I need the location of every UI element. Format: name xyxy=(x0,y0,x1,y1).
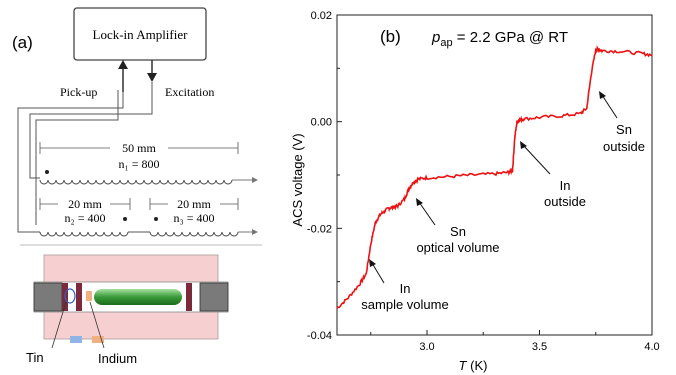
indium-marker xyxy=(86,291,92,301)
tin-label: Tin xyxy=(26,350,44,365)
indium-pointer xyxy=(89,301,105,349)
coil-3-length: 20 mm xyxy=(177,197,211,211)
coil-2-turns: n₂ = 400 xyxy=(65,211,106,225)
pickup-coil-3: 20 mm n₃ = 400 xyxy=(149,197,258,237)
indium-label: Indium xyxy=(98,351,137,366)
y-tick-label: -0.04 xyxy=(307,330,332,342)
x-axis-label: T (K) xyxy=(459,358,488,373)
panel-a-label: (a) xyxy=(12,33,33,52)
y-tick-label: 0.02 xyxy=(311,10,332,22)
svg-text:optical volume: optical volume xyxy=(416,240,499,255)
y-axis-label: ACS voltage (V) xyxy=(290,133,305,226)
right-gasket xyxy=(186,283,192,311)
svg-text:Sn: Sn xyxy=(450,224,466,239)
optical-window xyxy=(64,288,76,304)
pickup-arrow xyxy=(118,60,128,92)
coil-1-turns: n₁ = 800 xyxy=(119,157,160,171)
lockin-amplifier-label: Lock-in Amplifier xyxy=(93,27,189,42)
svg-text:In: In xyxy=(400,281,411,296)
annotation-sn-optical: Sn optical volume xyxy=(416,198,500,255)
y-tick-label: -0.02 xyxy=(307,223,332,235)
coil-1-length: 50 mm xyxy=(122,141,156,155)
tin-marker xyxy=(70,336,82,343)
annotation-in-sample: In sample volume xyxy=(361,259,449,312)
excitation-coil: 50 mm n₁ = 800 xyxy=(39,141,258,185)
indium-outside-marker xyxy=(92,336,104,343)
left-plug xyxy=(33,282,63,312)
x-tick-label: 4.0 xyxy=(644,341,659,353)
pickup-label: Pick-up xyxy=(60,85,97,99)
coil-3-turns: n₃ = 400 xyxy=(174,211,215,225)
excitation-arrow xyxy=(147,60,157,82)
y-tick-label: 0.00 xyxy=(311,117,332,129)
svg-text:outside: outside xyxy=(544,194,586,209)
right-plug xyxy=(199,282,229,312)
lockin-amplifier-box xyxy=(73,7,207,61)
plot-area: 3.0 3.5 4.0 -0.04 -0.02 0.00 0.02 xyxy=(307,10,660,353)
pressure-label: pap = 2.2 GPa @ RT xyxy=(431,29,568,49)
sample-rod xyxy=(94,289,182,305)
wiring xyxy=(17,82,153,233)
left-gasket-2 xyxy=(76,283,82,311)
svg-text:In: In xyxy=(560,178,571,193)
pickup-coil-2: 20 mm n₂ = 400 xyxy=(39,197,150,237)
panel-b-label: (b) xyxy=(380,27,401,46)
coil-2-length: 20 mm xyxy=(68,197,102,211)
panel-a: (a) Lock-in Amplifier Pick-up Excitation xyxy=(12,7,262,366)
svg-text:sample volume: sample volume xyxy=(361,297,448,312)
annotation-sn-outside: Sn outside xyxy=(599,91,645,154)
tin-pointer xyxy=(51,301,67,349)
excitation-label: Excitation xyxy=(165,85,214,99)
svg-text:Sn: Sn xyxy=(616,122,632,137)
annotation-in-outside: In outside xyxy=(520,141,586,209)
series-line-acs-voltage xyxy=(336,44,653,309)
x-tick-label: 3.5 xyxy=(532,341,547,353)
panel-b: 3.0 3.5 4.0 -0.04 -0.02 0.00 0.02 (b) pap = 2.… xyxy=(290,10,660,373)
x-tick-label: 3.0 xyxy=(419,341,434,353)
svg-text:outside: outside xyxy=(603,139,645,154)
pressure-cell xyxy=(33,254,229,349)
